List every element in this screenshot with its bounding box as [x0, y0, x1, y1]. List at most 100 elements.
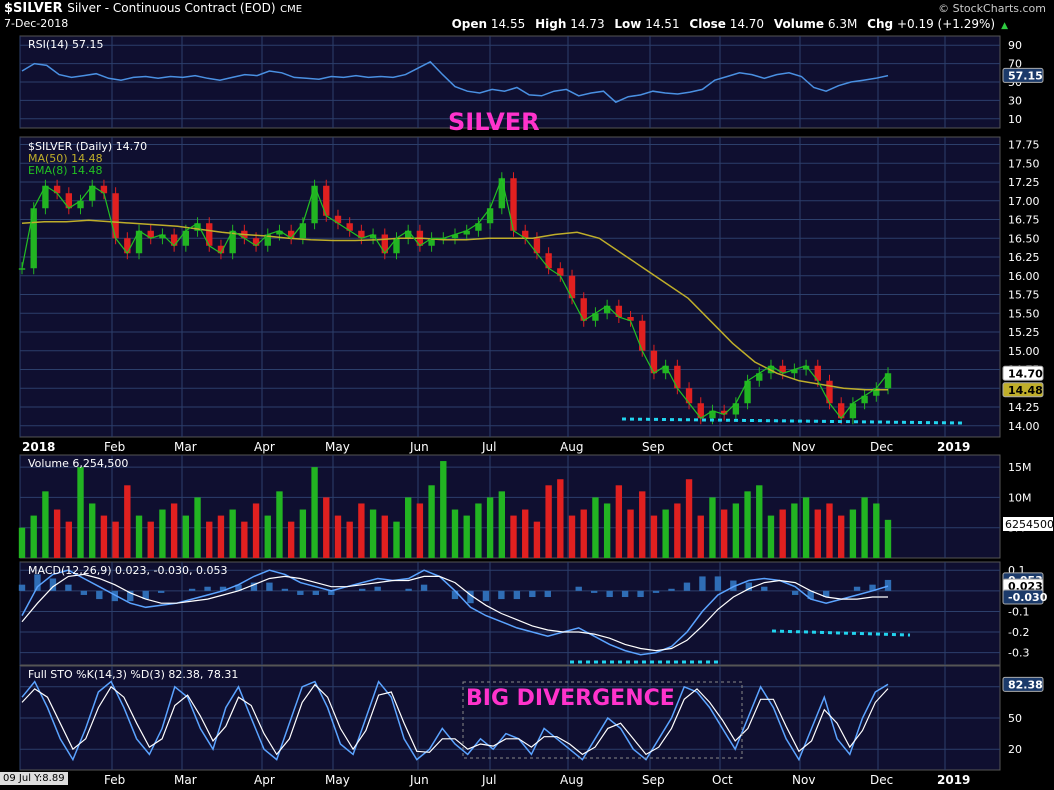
macd-histogram-bar: [590, 590, 598, 593]
volume-bar: [334, 515, 342, 558]
price-candle: [194, 223, 201, 231]
price-candle: [287, 230, 295, 239]
volume-bar: [662, 509, 669, 558]
price-candle: [791, 369, 798, 374]
big-divergence-annotation: BIG DIVERGENCE: [466, 686, 675, 711]
volume-bar: [463, 515, 470, 558]
x-tick-label: Apr: [254, 440, 275, 454]
macd-histogram-bar: [157, 590, 165, 593]
price-candle: [112, 193, 119, 239]
volume-bar: [732, 503, 740, 558]
volume-bar: [557, 479, 564, 558]
low-value: 14.51: [645, 17, 680, 31]
volume-bar: [697, 515, 704, 558]
macd-histogram-bar: [544, 590, 551, 598]
volume-bar: [475, 503, 482, 558]
volume-bar: [873, 503, 880, 558]
price-tick-label: 17.00: [1008, 195, 1040, 208]
price-candle: [802, 365, 810, 370]
macd-histogram-bar: [312, 590, 320, 595]
volume-bar: [814, 509, 821, 558]
x-tick-label: 2018: [22, 440, 55, 454]
volume-bar: [217, 515, 225, 558]
price-candle: [756, 373, 763, 381]
price-candle: [217, 245, 225, 254]
volume-bar: [381, 515, 388, 558]
volume-bar: [53, 509, 61, 558]
volume-bar: [416, 503, 424, 558]
price-candle: [650, 350, 658, 374]
price-candle: [53, 185, 61, 194]
x-tick-label-bottom: Jul: [481, 773, 496, 787]
macd-histogram-bar: [575, 586, 582, 591]
price-candle: [580, 298, 587, 321]
macd-histogram-bar: [96, 590, 103, 600]
macd-histogram-bar: [188, 588, 196, 591]
macd-histogram-bar: [498, 590, 505, 600]
rsi-last-value: 57.15: [1008, 69, 1043, 82]
low-label: Low: [614, 17, 642, 31]
price-candle: [662, 365, 669, 374]
price-candle: [463, 230, 470, 235]
macd-histogram-bar: [420, 584, 428, 591]
price-candle: [252, 238, 260, 246]
volume-bar: [592, 497, 599, 558]
macd-histogram-bar: [652, 590, 660, 593]
volume-bar: [100, 515, 108, 558]
volume-bar: [147, 521, 154, 558]
volume-bar: [615, 485, 623, 558]
macd-histogram-bar: [699, 576, 706, 591]
volume-bar: [451, 509, 459, 558]
volume-bar: [194, 497, 201, 558]
divergence-box: [462, 681, 743, 759]
volume-bar: [18, 527, 26, 558]
sto-last-value: 82.38: [1008, 678, 1043, 691]
price-candle: [779, 365, 786, 374]
price-candle: [685, 388, 693, 404]
price-tick-label: 17.25: [1008, 176, 1040, 189]
chart-date: 7-Dec-2018: [4, 17, 69, 30]
open-value: 14.55: [490, 17, 526, 31]
volume-bar: [568, 515, 576, 558]
volume-bar: [170, 503, 178, 558]
up-arrow-icon: ▲: [1001, 21, 1008, 31]
price-candle: [124, 238, 131, 254]
volume-bar: [358, 503, 365, 558]
price-candle: [826, 380, 833, 404]
volume-bar: [89, 503, 96, 558]
macd-histogram-bar: [204, 586, 211, 591]
ma-last-value: 14.48: [1008, 384, 1043, 397]
volume-bar: [709, 497, 716, 558]
macd-tick-label: -0.1: [1008, 605, 1029, 618]
price-candle: [720, 410, 728, 415]
price-tick-label: 15.00: [1008, 345, 1040, 358]
price-candle: [229, 230, 236, 254]
macd-histogram-bar: [219, 586, 227, 591]
volume-label: Volume: [773, 17, 825, 31]
price-legend-2: MA(50) 14.48: [28, 152, 103, 165]
price-candle: [709, 410, 716, 419]
price-candle: [592, 313, 599, 321]
volume-bar: [838, 515, 845, 558]
x-tick-label: Nov: [792, 440, 815, 454]
macd-histogram-bar: [606, 590, 613, 598]
price-candle: [299, 223, 307, 239]
instrument-name: Silver - Continuous Contract (EOD): [67, 1, 276, 15]
volume-bar: [720, 509, 728, 558]
price-candle: [311, 185, 318, 224]
x-tick-label: Jul: [481, 440, 496, 454]
price-tick-label: 15.75: [1008, 289, 1040, 302]
price-candle: [264, 234, 271, 246]
volume-bar: [229, 509, 236, 558]
price-candle: [428, 238, 435, 246]
volume-bar: [241, 521, 248, 558]
x-tick-label: Sep: [642, 440, 665, 454]
volume-bar: [299, 509, 307, 558]
price-tick-label: 15.50: [1008, 307, 1040, 320]
volume-bar: [135, 515, 143, 558]
macd-signal-line: [21, 573, 888, 652]
volume-bar: [744, 491, 751, 558]
price-candle: [498, 178, 505, 209]
price-candle: [206, 223, 213, 246]
